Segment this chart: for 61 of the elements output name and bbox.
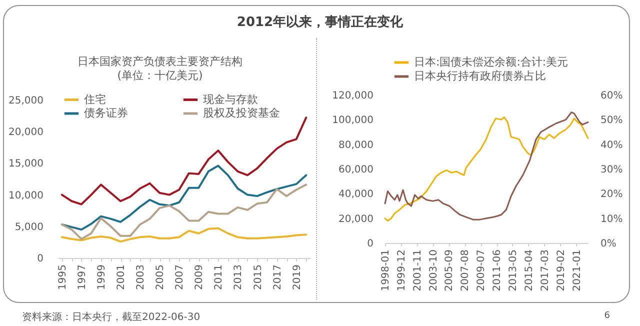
y2-tick-label: 50% [600, 115, 623, 126]
x-tick-label: 1998-01 [380, 250, 392, 292]
x-tick-label: 2019 [292, 264, 303, 290]
legend-label: 股权及投资基金 [203, 106, 280, 120]
chart-title: 日本国家资产负债表主要资产结构 [78, 55, 242, 68]
y2-tick-label: 30% [600, 164, 623, 176]
y-tick-label: 25,000 [8, 96, 44, 106]
legend-label: 日本:国债未偿还余额:合计:美元 [414, 56, 568, 68]
x-tick-label: 2003 [136, 264, 147, 290]
text: 资料来源：日本央行，截至2022-06-30 [22, 310, 200, 324]
line-series [60, 227, 308, 243]
x-tick-label: 2001 [116, 264, 128, 290]
y-tick-label: 20,000 [338, 214, 374, 225]
y-tick-label: 0 [37, 254, 44, 264]
line-series [60, 116, 308, 206]
y2-tick-label: 60% [600, 90, 623, 102]
y2-tick-label: 0% [600, 238, 616, 250]
y-tick-label: 100,000 [332, 115, 374, 126]
y-tick-label: 40,000 [338, 189, 374, 200]
y-tick-label: 20,000 [8, 127, 44, 138]
x-tick-label: 2019-02 [556, 250, 567, 292]
x-tick-label: 2005 [155, 264, 166, 290]
y-tick-label: 60,000 [338, 164, 374, 176]
legend-label: 住宅 [84, 92, 106, 106]
y-tick-label: 80,000 [338, 140, 374, 151]
x-tick-label: 2009-07 [476, 250, 488, 292]
x-tick-label: 2007-08 [460, 250, 472, 292]
y2-tick-label: 10% [600, 214, 623, 225]
x-tick-label: 2003-10 [428, 250, 440, 292]
legend-label: 日本央行持有政府债券占比 [414, 70, 546, 82]
x-tick-label: 2015 [252, 264, 264, 290]
x-tick-label: 2021-01 [572, 250, 583, 292]
line-series [60, 164, 308, 231]
y-tick-label: 5,000 [14, 222, 44, 233]
x-tick-label: 1999-12 [396, 250, 408, 292]
y2-tick-label: 40% [600, 140, 623, 151]
x-tick-label: 2017-03 [540, 250, 551, 292]
chart-subtitle: (单位：十亿美元) [117, 69, 203, 82]
x-tick-label: 1999 [96, 264, 108, 290]
text: 6 [604, 311, 610, 321]
text: 2012年以来，事情正在变化 [236, 14, 404, 31]
x-tick-label: 1995 [57, 264, 68, 290]
line-series [60, 184, 308, 240]
y2-tick-label: 20% [600, 189, 623, 200]
x-tick-label: 2013-05 [508, 250, 519, 292]
y-tick-label: 0 [367, 238, 374, 250]
y-tick-label: 15,000 [8, 158, 44, 170]
y-tick-label: 120,000 [332, 90, 374, 102]
y-tick-label: 10,000 [8, 190, 44, 202]
x-tick-label: 2001-11 [412, 250, 424, 292]
x-tick-label: 2015-04 [524, 250, 535, 292]
x-tick-label: 2017 [272, 264, 284, 290]
x-tick-label: 2013 [233, 264, 244, 290]
x-tick-label: 2011-06 [492, 250, 504, 292]
x-tick-label: 2005-09 [444, 250, 456, 292]
legend-label: 现金与存款 [203, 92, 258, 106]
legend-label: 债务证券 [84, 106, 128, 120]
x-tick-label: 2011 [214, 264, 225, 290]
x-tick-label: 1997 [76, 264, 88, 290]
x-tick-label: 2007 [174, 264, 186, 290]
x-tick-label: 2009 [194, 264, 206, 290]
